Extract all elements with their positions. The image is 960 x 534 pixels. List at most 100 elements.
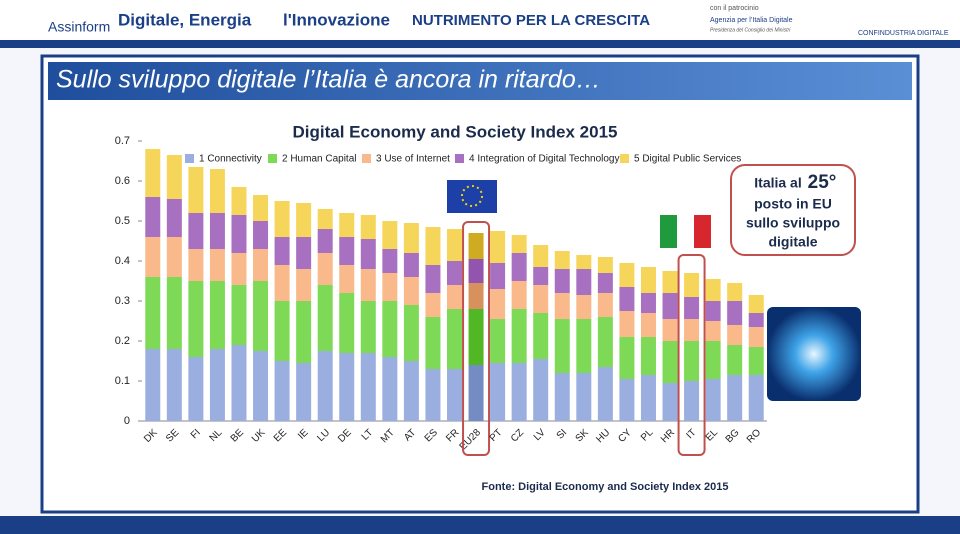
bar-segment xyxy=(727,283,743,301)
bar-segment xyxy=(145,149,161,197)
highlight-box xyxy=(677,254,706,456)
bar-segment xyxy=(748,375,764,421)
bar-segment xyxy=(490,263,506,289)
bar-segment xyxy=(425,293,441,317)
bar-segment xyxy=(640,293,656,313)
bar-segment xyxy=(533,359,549,421)
bar-segment xyxy=(619,263,635,287)
bar-segment xyxy=(403,361,419,421)
y-tick-label: 0.6 xyxy=(115,175,130,187)
eu-flag xyxy=(447,180,497,213)
bar-segment xyxy=(640,267,656,293)
bar-segment xyxy=(425,369,441,421)
bar-segment xyxy=(684,297,700,319)
bar-segment xyxy=(490,363,506,421)
bar-segment xyxy=(490,231,506,263)
event-title: Digitale, Energia xyxy=(118,10,252,29)
bar-segment xyxy=(554,319,570,373)
bar-segment xyxy=(253,351,269,421)
bar-segment xyxy=(619,311,635,337)
bar-segment xyxy=(209,169,225,213)
bar-segment xyxy=(188,357,204,421)
callout-text: posto in EU xyxy=(754,196,832,212)
bar-segment xyxy=(231,187,247,215)
legend-label: 1 Connectivity xyxy=(199,154,262,165)
bar-segment xyxy=(166,237,182,277)
bar-segment xyxy=(511,363,527,421)
agency: Agenzia per l’Italia Digitale xyxy=(710,17,793,24)
bar-segment xyxy=(533,285,549,313)
bar-segment xyxy=(447,229,462,261)
bar-segment xyxy=(317,209,333,229)
bar-segment xyxy=(597,317,613,367)
bar-segment xyxy=(296,203,312,237)
y-tick-label: 0.1 xyxy=(115,375,130,387)
bar-segment xyxy=(360,301,376,353)
bar-segment xyxy=(274,301,290,361)
bar-segment xyxy=(447,285,462,309)
bar-segment xyxy=(231,253,247,285)
bar-segment xyxy=(360,239,376,269)
bar-segment xyxy=(145,197,161,237)
bar-segment xyxy=(188,249,204,281)
y-tick-label: 0.2 xyxy=(115,335,130,347)
bar-segment xyxy=(209,249,225,281)
bar-segment xyxy=(274,361,290,421)
bar-segment xyxy=(597,273,613,293)
bar-segment xyxy=(662,293,678,319)
bar-segment xyxy=(253,221,269,249)
bar-segment xyxy=(317,229,333,253)
bar-segment xyxy=(145,237,161,277)
bar-segment xyxy=(274,265,290,301)
bar-segment xyxy=(468,365,484,421)
callout-text: digitale xyxy=(768,234,817,250)
italy-flag xyxy=(660,215,711,248)
bar-segment xyxy=(662,319,678,341)
bar-segment xyxy=(447,309,462,369)
bar-segment xyxy=(425,227,441,265)
bar-segment xyxy=(382,357,398,421)
tagline: NUTRIMENTO PER LA CRESCITA xyxy=(412,12,650,29)
legend-label: 2 Human Capital xyxy=(282,154,356,165)
bar-segment xyxy=(382,249,398,273)
bar-segment xyxy=(705,379,721,421)
bar-segment xyxy=(705,341,721,379)
legend-label: 3 Use of Internet xyxy=(376,154,450,165)
bar-segment xyxy=(447,261,462,285)
bar-segment xyxy=(209,349,225,421)
bar-segment xyxy=(684,341,700,381)
bar-segment xyxy=(145,277,161,349)
bar-segment xyxy=(597,257,613,273)
bar-segment xyxy=(382,273,398,301)
y-tick-label: 0.3 xyxy=(115,295,130,307)
bar-segment xyxy=(468,259,484,283)
partner: CONFINDUSTRIA DIGITALE xyxy=(858,30,949,37)
bar-segment xyxy=(209,213,225,249)
bar-segment xyxy=(511,253,527,281)
bar-segment xyxy=(382,301,398,357)
bar-segment xyxy=(274,201,290,237)
bar-segment xyxy=(231,345,247,421)
bar-segment xyxy=(403,223,419,253)
bar-segment xyxy=(705,321,721,341)
bar-segment xyxy=(619,337,635,379)
bar-segment xyxy=(403,305,419,361)
bar-segment xyxy=(339,213,355,237)
bar-segment xyxy=(188,167,204,213)
bar-segment xyxy=(748,313,764,327)
footer-strip xyxy=(0,516,960,534)
bar-segment xyxy=(166,199,182,237)
bar-segment xyxy=(360,353,376,421)
y-tick-label: 0.7 xyxy=(115,135,130,147)
source: Fonte: Digital Economy and Society Index… xyxy=(482,481,729,493)
title-bar xyxy=(48,62,912,100)
bar-segment xyxy=(684,319,700,341)
agency-sub: Presidenza del Consiglio dei Ministri xyxy=(710,27,791,33)
legend-label: 4 Integration of Digital Technology xyxy=(469,154,619,165)
highlight-box xyxy=(462,221,491,456)
bar-segment xyxy=(619,287,635,311)
legend-swatch xyxy=(455,154,464,163)
bar-segment xyxy=(554,251,570,269)
bar-segment xyxy=(640,313,656,337)
